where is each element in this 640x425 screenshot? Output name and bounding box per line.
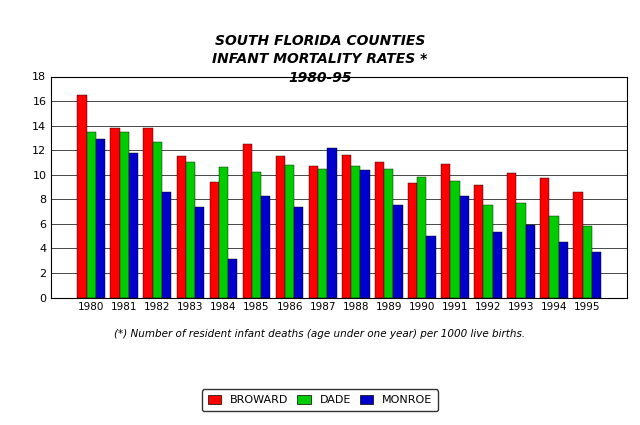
Bar: [276, 156, 285, 298]
Bar: [308, 166, 318, 298]
Bar: [285, 165, 294, 298]
Bar: [318, 169, 327, 298]
Bar: [559, 242, 568, 298]
Bar: [77, 95, 86, 298]
Text: (*) Number of resident infant deaths (age under one year) per 1000 live births.: (*) Number of resident infant deaths (ag…: [115, 329, 525, 339]
Bar: [516, 203, 525, 298]
Bar: [252, 172, 261, 298]
Bar: [243, 144, 252, 298]
Bar: [111, 128, 120, 298]
Bar: [195, 207, 204, 298]
Bar: [417, 177, 426, 298]
Bar: [261, 196, 271, 298]
Bar: [394, 205, 403, 298]
Bar: [294, 207, 303, 298]
Bar: [153, 142, 162, 298]
Bar: [162, 192, 172, 298]
Bar: [525, 225, 535, 298]
Text: SOUTH FLORIDA COUNTIES
INFANT MORTALITY RATES *
1980-95: SOUTH FLORIDA COUNTIES INFANT MORTALITY …: [212, 34, 428, 85]
Legend: BROWARD, DADE, MONROE: BROWARD, DADE, MONROE: [202, 389, 438, 411]
Bar: [351, 166, 360, 298]
Bar: [384, 169, 394, 298]
Bar: [507, 173, 516, 298]
Bar: [219, 167, 228, 298]
Bar: [451, 181, 460, 298]
Bar: [86, 132, 96, 298]
Bar: [327, 148, 337, 298]
Bar: [426, 236, 436, 298]
Bar: [441, 164, 451, 298]
Bar: [483, 205, 493, 298]
Bar: [592, 252, 601, 298]
Bar: [460, 196, 468, 298]
Bar: [96, 139, 105, 298]
Bar: [228, 259, 237, 298]
Bar: [360, 170, 370, 298]
Bar: [550, 216, 559, 298]
Bar: [120, 132, 129, 298]
Bar: [342, 155, 351, 298]
Bar: [573, 192, 582, 298]
Bar: [493, 232, 502, 298]
Bar: [186, 162, 195, 298]
Bar: [143, 128, 153, 298]
Bar: [375, 162, 384, 298]
Bar: [582, 226, 592, 298]
Bar: [129, 153, 138, 298]
Bar: [474, 184, 483, 298]
Bar: [177, 156, 186, 298]
Bar: [540, 178, 550, 298]
Bar: [210, 182, 219, 298]
Bar: [408, 183, 417, 298]
